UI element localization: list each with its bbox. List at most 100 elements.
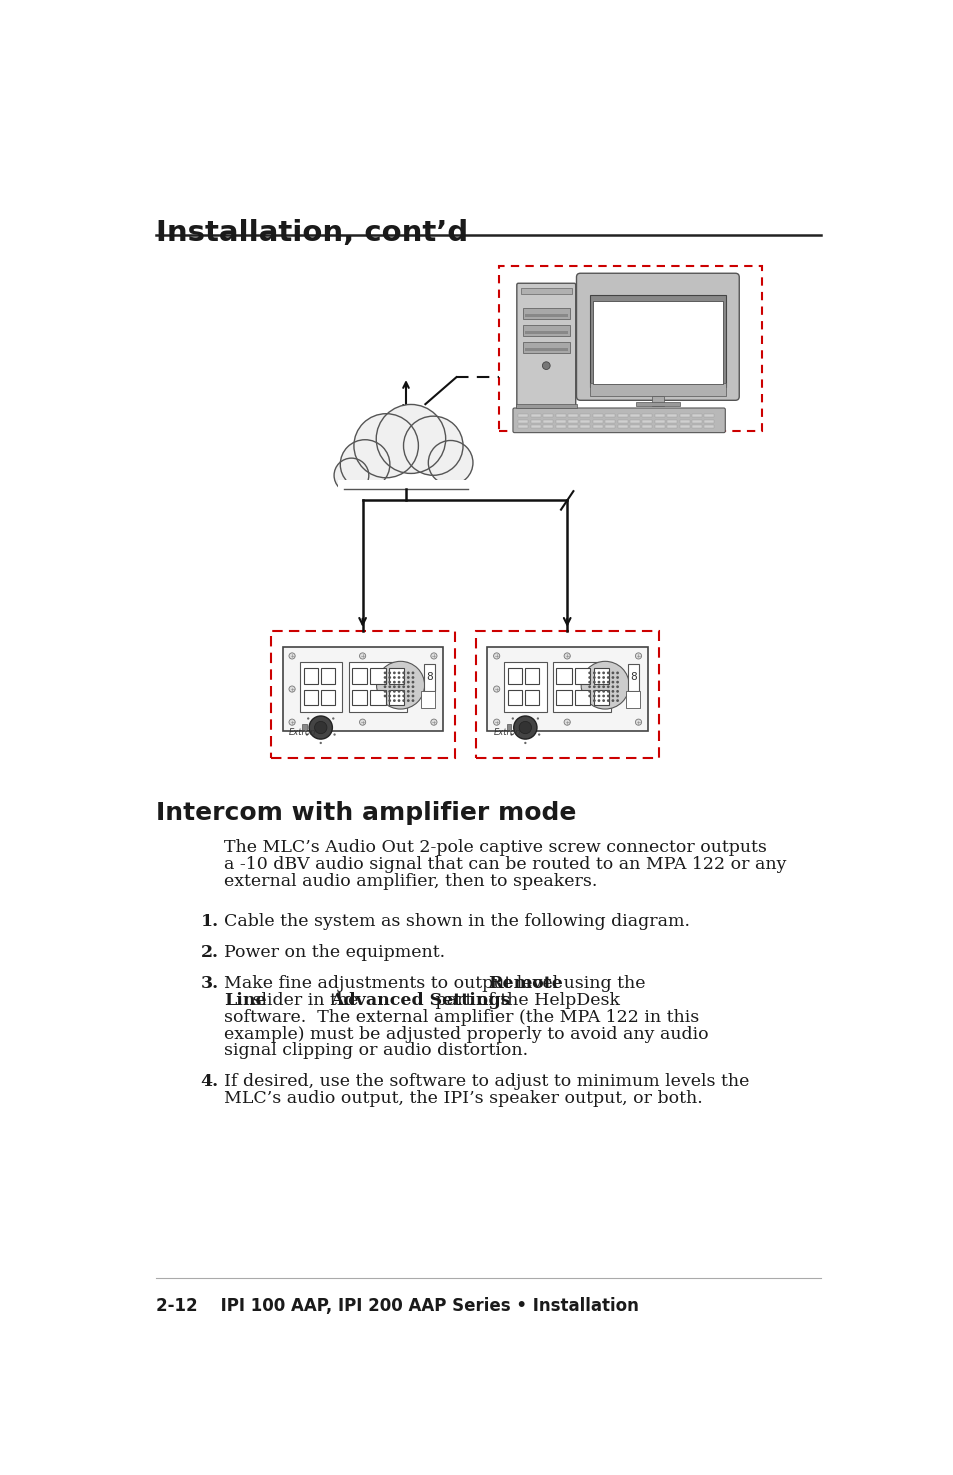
Bar <box>530 419 540 423</box>
Circle shape <box>518 721 531 733</box>
Bar <box>666 414 677 417</box>
Bar <box>691 425 701 428</box>
Bar <box>476 631 659 758</box>
Circle shape <box>597 676 599 679</box>
Bar <box>555 414 565 417</box>
Bar <box>556 668 571 683</box>
Circle shape <box>402 671 405 674</box>
Text: Cable the system as shown in the following diagram.: Cable the system as shown in the followi… <box>224 913 689 931</box>
Bar <box>299 662 342 712</box>
Bar <box>703 425 714 428</box>
Bar <box>525 668 538 683</box>
Circle shape <box>597 686 599 689</box>
Circle shape <box>601 681 604 683</box>
Bar <box>498 266 761 431</box>
Bar <box>370 690 385 705</box>
Bar <box>617 419 627 423</box>
Bar <box>525 690 538 705</box>
Bar <box>517 419 528 423</box>
Circle shape <box>601 695 604 698</box>
Text: Line: Line <box>224 991 266 1009</box>
Circle shape <box>333 733 335 736</box>
Circle shape <box>393 676 395 679</box>
Circle shape <box>611 681 614 683</box>
Bar <box>703 419 714 423</box>
Circle shape <box>588 676 591 679</box>
Circle shape <box>319 742 321 743</box>
Bar <box>542 425 553 428</box>
Bar <box>423 664 435 690</box>
Circle shape <box>616 695 618 698</box>
Circle shape <box>635 653 641 659</box>
Circle shape <box>611 699 614 702</box>
Bar <box>421 692 435 708</box>
Circle shape <box>580 661 629 709</box>
Circle shape <box>354 413 418 478</box>
Bar <box>654 425 664 428</box>
Bar <box>575 690 590 705</box>
Bar <box>654 414 664 417</box>
Bar <box>567 425 578 428</box>
Circle shape <box>383 686 386 689</box>
Circle shape <box>616 699 618 702</box>
Circle shape <box>376 661 424 709</box>
Bar <box>592 301 722 384</box>
Bar <box>629 419 639 423</box>
Circle shape <box>510 733 512 736</box>
Circle shape <box>393 671 395 674</box>
Bar <box>641 419 652 423</box>
Bar <box>303 668 317 683</box>
Bar <box>542 419 553 423</box>
Circle shape <box>563 653 570 659</box>
Circle shape <box>411 690 414 693</box>
Circle shape <box>407 676 409 679</box>
Circle shape <box>314 721 327 733</box>
Bar <box>651 397 663 406</box>
Circle shape <box>402 695 405 698</box>
Bar <box>625 692 639 708</box>
Bar <box>542 414 553 417</box>
Text: software.  The external amplifier (the MPA 122 in this: software. The external amplifier (the MP… <box>224 1009 699 1025</box>
Bar <box>691 419 701 423</box>
Bar <box>302 724 307 730</box>
Bar <box>320 690 335 705</box>
Bar <box>524 348 567 351</box>
Bar <box>530 414 540 417</box>
Bar <box>517 414 528 417</box>
Circle shape <box>403 416 462 475</box>
Circle shape <box>431 653 436 659</box>
Bar <box>520 288 571 294</box>
Bar <box>555 425 565 428</box>
Circle shape <box>388 686 391 689</box>
Circle shape <box>393 690 395 693</box>
Circle shape <box>493 686 499 692</box>
Circle shape <box>606 681 609 683</box>
Circle shape <box>588 695 591 698</box>
Text: Make fine adjustments to output level using the: Make fine adjustments to output level us… <box>224 975 650 991</box>
Circle shape <box>407 690 409 693</box>
Bar <box>691 414 701 417</box>
Circle shape <box>431 720 436 726</box>
Circle shape <box>597 699 599 702</box>
Circle shape <box>393 686 395 689</box>
Bar <box>522 324 569 336</box>
Circle shape <box>606 690 609 693</box>
Circle shape <box>340 440 390 490</box>
Circle shape <box>597 695 599 698</box>
Bar <box>679 419 689 423</box>
Text: 4.: 4. <box>200 1074 218 1090</box>
Circle shape <box>402 676 405 679</box>
Bar <box>629 425 639 428</box>
Circle shape <box>597 690 599 693</box>
Text: part of the HelpDesk: part of the HelpDesk <box>430 991 619 1009</box>
Bar <box>654 419 664 423</box>
Circle shape <box>383 690 386 693</box>
Bar <box>522 308 569 319</box>
Circle shape <box>397 671 400 674</box>
Bar <box>524 314 567 317</box>
Bar <box>679 425 689 428</box>
Bar <box>522 342 569 353</box>
Circle shape <box>601 676 604 679</box>
Circle shape <box>588 671 591 674</box>
Circle shape <box>611 686 614 689</box>
